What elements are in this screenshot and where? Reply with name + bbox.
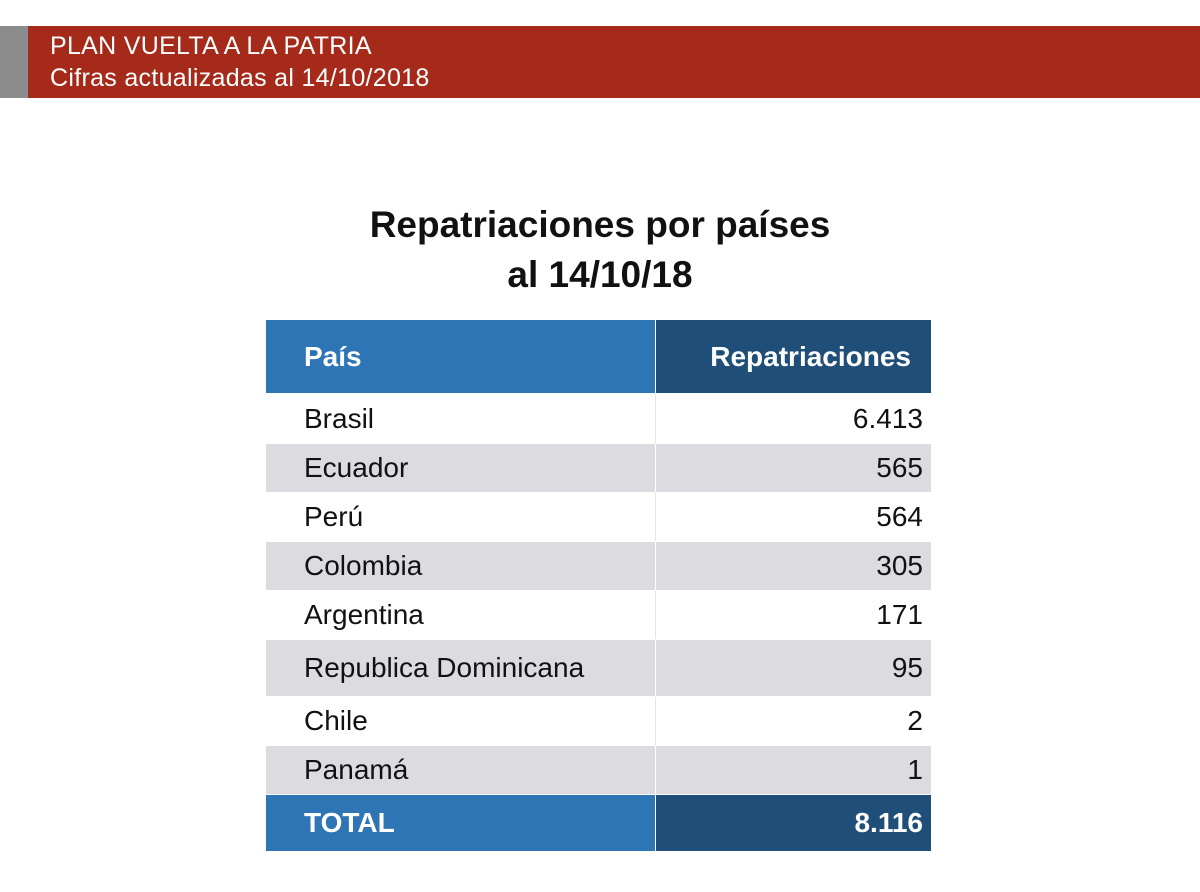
value-cell: 1 bbox=[656, 746, 931, 794]
table-row: Colombia 305 bbox=[266, 542, 931, 591]
country-cell: Panamá bbox=[266, 746, 656, 794]
column-header-country: País bbox=[266, 320, 656, 393]
header-text: PLAN VUELTA A LA PATRIA Cifras actualiza… bbox=[50, 30, 430, 94]
country-cell: Argentina bbox=[266, 591, 656, 639]
table-row: Ecuador 565 bbox=[266, 444, 931, 493]
value-cell: 305 bbox=[656, 542, 931, 590]
table-row: Chile 2 bbox=[266, 697, 931, 746]
header-subtitle: Cifras actualizadas al 14/10/2018 bbox=[50, 64, 430, 92]
total-label: TOTAL bbox=[266, 795, 656, 851]
table-row: Argentina 171 bbox=[266, 591, 931, 640]
page-title-line1: Repatriaciones por países bbox=[369, 204, 831, 245]
country-cell: Perú bbox=[266, 493, 656, 541]
value-cell: 95 bbox=[656, 640, 931, 696]
value-cell: 171 bbox=[656, 591, 931, 639]
header-title: PLAN VUELTA A LA PATRIA bbox=[50, 32, 372, 60]
country-cell: Ecuador bbox=[266, 444, 656, 492]
country-cell: Brasil bbox=[266, 395, 656, 443]
table-row: Republica Dominicana 95 bbox=[266, 640, 931, 697]
header-accent-bar bbox=[0, 26, 28, 98]
page-title-line2: al 14/10/18 bbox=[507, 254, 693, 295]
column-header-repatriations: Repatriaciones bbox=[656, 320, 931, 393]
table-row: Perú 564 bbox=[266, 493, 931, 542]
value-cell: 6.413 bbox=[656, 395, 931, 443]
page-title: Repatriaciones por países al 14/10/18 bbox=[0, 200, 1200, 300]
table-header-row: País Repatriaciones bbox=[266, 320, 931, 393]
value-cell: 564 bbox=[656, 493, 931, 541]
country-cell: Republica Dominicana bbox=[266, 640, 656, 696]
value-cell: 2 bbox=[656, 697, 931, 745]
repatriations-table: País Repatriaciones Brasil 6.413 Ecuador… bbox=[266, 320, 931, 851]
value-cell: 565 bbox=[656, 444, 931, 492]
total-value: 8.116 bbox=[656, 795, 931, 851]
table-row: Panamá 1 bbox=[266, 746, 931, 795]
country-cell: Chile bbox=[266, 697, 656, 745]
country-cell: Colombia bbox=[266, 542, 656, 590]
table-row: Brasil 6.413 bbox=[266, 395, 931, 444]
table-total-row: TOTAL 8.116 bbox=[266, 795, 931, 851]
table-divider bbox=[266, 393, 931, 395]
header-band: PLAN VUELTA A LA PATRIA Cifras actualiza… bbox=[0, 26, 1200, 98]
